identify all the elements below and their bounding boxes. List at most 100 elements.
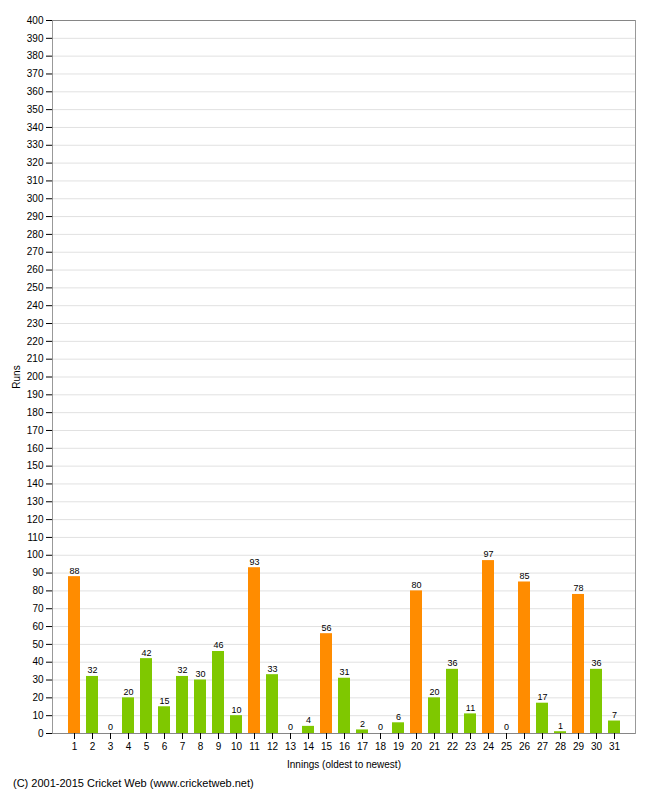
svg-text:32: 32 bbox=[177, 665, 187, 675]
svg-text:14: 14 bbox=[303, 741, 315, 752]
svg-text:20: 20 bbox=[411, 741, 423, 752]
svg-text:Innings (oldest to newest): Innings (oldest to newest) bbox=[287, 759, 401, 770]
svg-text:240: 240 bbox=[27, 300, 44, 311]
svg-text:22: 22 bbox=[447, 741, 459, 752]
svg-text:80: 80 bbox=[411, 580, 421, 590]
svg-text:26: 26 bbox=[519, 741, 531, 752]
svg-text:60: 60 bbox=[32, 621, 44, 632]
svg-text:7: 7 bbox=[612, 710, 617, 720]
svg-text:170: 170 bbox=[27, 425, 44, 436]
svg-text:360: 360 bbox=[27, 86, 44, 97]
svg-text:50: 50 bbox=[32, 639, 44, 650]
svg-text:8: 8 bbox=[198, 741, 204, 752]
svg-text:1: 1 bbox=[72, 741, 78, 752]
svg-text:16: 16 bbox=[339, 741, 351, 752]
svg-text:12: 12 bbox=[267, 741, 279, 752]
svg-text:6: 6 bbox=[396, 712, 401, 722]
svg-text:30: 30 bbox=[195, 669, 205, 679]
svg-text:19: 19 bbox=[393, 741, 405, 752]
svg-text:17: 17 bbox=[537, 692, 547, 702]
svg-text:280: 280 bbox=[27, 229, 44, 240]
svg-text:2: 2 bbox=[360, 719, 365, 729]
svg-text:3: 3 bbox=[108, 741, 114, 752]
svg-text:42: 42 bbox=[141, 648, 151, 658]
svg-text:25: 25 bbox=[501, 741, 513, 752]
svg-text:18: 18 bbox=[375, 741, 387, 752]
svg-text:31: 31 bbox=[609, 741, 621, 752]
svg-text:4: 4 bbox=[306, 715, 311, 725]
svg-text:13: 13 bbox=[285, 741, 297, 752]
svg-text:33: 33 bbox=[267, 664, 277, 674]
svg-text:370: 370 bbox=[27, 68, 44, 79]
svg-text:140: 140 bbox=[27, 478, 44, 489]
svg-text:400: 400 bbox=[27, 15, 44, 26]
svg-text:260: 260 bbox=[27, 264, 44, 275]
svg-text:180: 180 bbox=[27, 407, 44, 418]
svg-text:120: 120 bbox=[27, 514, 44, 525]
svg-text:20: 20 bbox=[429, 687, 439, 697]
svg-text:46: 46 bbox=[213, 640, 223, 650]
svg-text:100: 100 bbox=[27, 549, 44, 560]
svg-text:390: 390 bbox=[27, 33, 44, 44]
svg-text:30: 30 bbox=[591, 741, 603, 752]
svg-text:20: 20 bbox=[32, 692, 44, 703]
svg-text:15: 15 bbox=[321, 741, 333, 752]
svg-text:10: 10 bbox=[231, 705, 241, 715]
svg-text:30: 30 bbox=[32, 674, 44, 685]
svg-text:4: 4 bbox=[126, 741, 132, 752]
svg-text:220: 220 bbox=[27, 336, 44, 347]
svg-text:110: 110 bbox=[28, 532, 44, 543]
svg-text:15: 15 bbox=[159, 696, 169, 706]
svg-text:29: 29 bbox=[573, 741, 585, 752]
svg-text:36: 36 bbox=[447, 658, 457, 668]
svg-text:310: 310 bbox=[27, 175, 44, 186]
svg-text:0: 0 bbox=[288, 722, 293, 732]
svg-text:20: 20 bbox=[123, 687, 133, 697]
svg-text:5: 5 bbox=[144, 741, 150, 752]
svg-text:0: 0 bbox=[38, 728, 44, 739]
svg-text:31: 31 bbox=[339, 667, 349, 677]
svg-text:24: 24 bbox=[483, 741, 495, 752]
svg-text:0: 0 bbox=[378, 722, 383, 732]
svg-text:340: 340 bbox=[27, 122, 44, 133]
svg-text:380: 380 bbox=[27, 50, 44, 61]
svg-text:0: 0 bbox=[504, 722, 509, 732]
svg-text:7: 7 bbox=[180, 741, 186, 752]
svg-text:210: 210 bbox=[27, 353, 44, 364]
svg-text:160: 160 bbox=[27, 443, 44, 454]
svg-text:40: 40 bbox=[32, 656, 44, 667]
svg-text:21: 21 bbox=[429, 741, 441, 752]
svg-text:350: 350 bbox=[27, 104, 44, 115]
svg-text:32: 32 bbox=[87, 665, 97, 675]
svg-text:27: 27 bbox=[537, 741, 549, 752]
svg-text:250: 250 bbox=[27, 282, 44, 293]
svg-text:2: 2 bbox=[90, 741, 96, 752]
svg-text:28: 28 bbox=[555, 741, 567, 752]
svg-text:130: 130 bbox=[27, 496, 44, 507]
svg-text:150: 150 bbox=[27, 460, 44, 471]
svg-text:290: 290 bbox=[27, 211, 44, 222]
svg-text:6: 6 bbox=[162, 741, 168, 752]
svg-text:190: 190 bbox=[27, 389, 44, 400]
svg-text:0: 0 bbox=[108, 722, 113, 732]
svg-text:230: 230 bbox=[27, 318, 44, 329]
svg-text:97: 97 bbox=[483, 549, 493, 559]
svg-text:11: 11 bbox=[249, 741, 260, 752]
svg-text:78: 78 bbox=[573, 583, 583, 593]
svg-text:23: 23 bbox=[465, 741, 477, 752]
svg-text:Runs: Runs bbox=[11, 365, 22, 388]
svg-text:56: 56 bbox=[321, 623, 331, 633]
svg-text:80: 80 bbox=[32, 585, 44, 596]
svg-text:270: 270 bbox=[27, 246, 44, 257]
svg-text:93: 93 bbox=[249, 557, 259, 567]
svg-text:10: 10 bbox=[32, 710, 44, 721]
svg-text:330: 330 bbox=[27, 139, 44, 150]
svg-text:1: 1 bbox=[558, 721, 563, 731]
svg-text:88: 88 bbox=[69, 566, 79, 576]
svg-text:9: 9 bbox=[216, 741, 222, 752]
svg-text:70: 70 bbox=[32, 603, 44, 614]
svg-text:36: 36 bbox=[591, 658, 601, 668]
svg-text:200: 200 bbox=[27, 371, 44, 382]
svg-text:11: 11 bbox=[466, 703, 475, 713]
svg-text:85: 85 bbox=[519, 571, 529, 581]
